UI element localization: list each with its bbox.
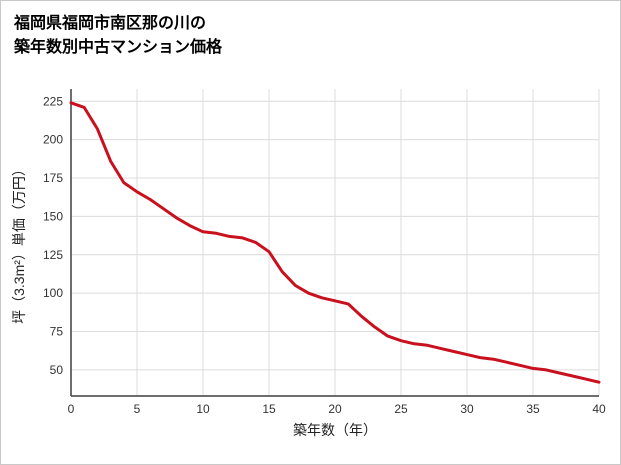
gridlines	[71, 89, 600, 396]
x-tick-label: 10	[196, 402, 210, 416]
x-tick-label: 20	[328, 402, 342, 416]
price-line-chart: 0 5 10 15 20 25 30 35 40 50 75 100 125 150 175 200 225 築…	[1, 77, 620, 464]
y-tick-label: 150	[43, 209, 63, 223]
chart-svg: 0 5 10 15 20 25 30 35 40 50 75 100 125 150 175 200 225 築…	[11, 89, 606, 438]
tick-labels: 0 5 10 15 20 25 30 35 40 50 75 100 125 150 175 200 225	[43, 94, 606, 416]
y-tick-label: 100	[43, 286, 63, 300]
x-tick-label: 15	[262, 402, 276, 416]
chart-title: 福岡県福岡市南区那の川の 築年数別中古マンション価格	[1, 1, 620, 62]
chart-title-line2: 築年数別中古マンション価格	[14, 39, 223, 56]
x-tick-label: 0	[68, 402, 75, 416]
y-tick-label: 50	[50, 363, 64, 377]
price-line-path	[69, 101, 601, 384]
x-tick-label: 35	[526, 402, 540, 416]
x-axis-title: 築年数（年）	[293, 422, 377, 438]
y-tick-label: 225	[43, 94, 63, 108]
y-tick-label: 125	[43, 248, 63, 262]
series	[69, 101, 601, 384]
y-tick-label: 200	[43, 133, 63, 147]
x-tick-label: 5	[134, 402, 141, 416]
x-tick-label: 40	[592, 402, 606, 416]
y-axis-title: 坪（3.3m²）単価（万円）	[11, 162, 27, 324]
x-tick-label: 30	[460, 402, 474, 416]
y-tick-label: 75	[50, 325, 64, 339]
chart-title-line1: 福岡県福岡市南区那の川の	[14, 15, 207, 32]
x-tick-label: 25	[394, 402, 408, 416]
axes	[70, 89, 599, 397]
y-tick-label: 175	[43, 171, 63, 185]
